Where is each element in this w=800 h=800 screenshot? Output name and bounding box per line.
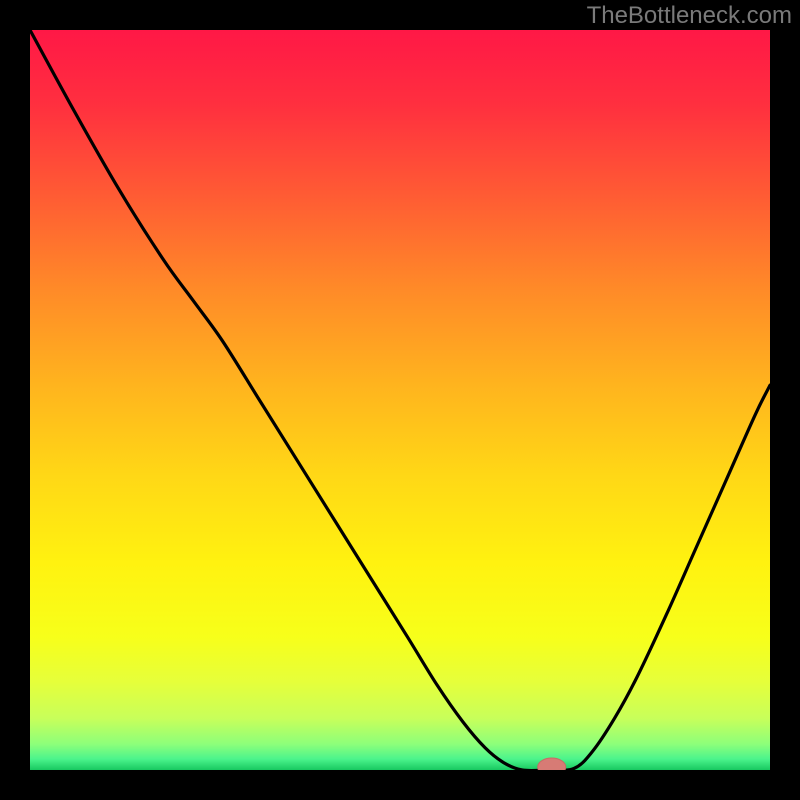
chart-frame: TheBottleneck.com xyxy=(0,0,800,800)
gradient-background xyxy=(30,30,770,770)
chart-svg xyxy=(0,0,800,800)
chart-canvas xyxy=(0,0,800,800)
